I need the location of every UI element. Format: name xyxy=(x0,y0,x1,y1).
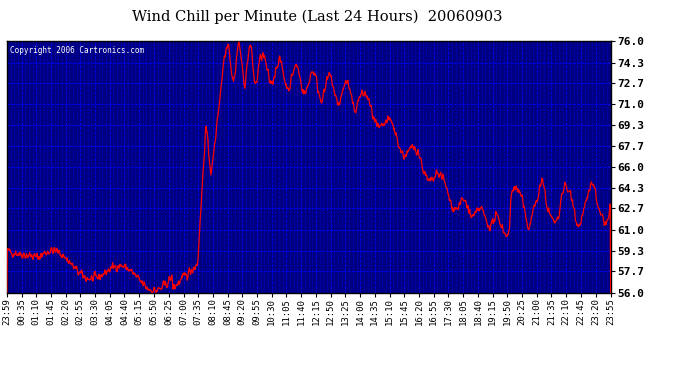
Text: Copyright 2006 Cartronics.com: Copyright 2006 Cartronics.com xyxy=(10,46,144,55)
Text: Wind Chill per Minute (Last 24 Hours)  20060903: Wind Chill per Minute (Last 24 Hours) 20… xyxy=(132,9,502,24)
